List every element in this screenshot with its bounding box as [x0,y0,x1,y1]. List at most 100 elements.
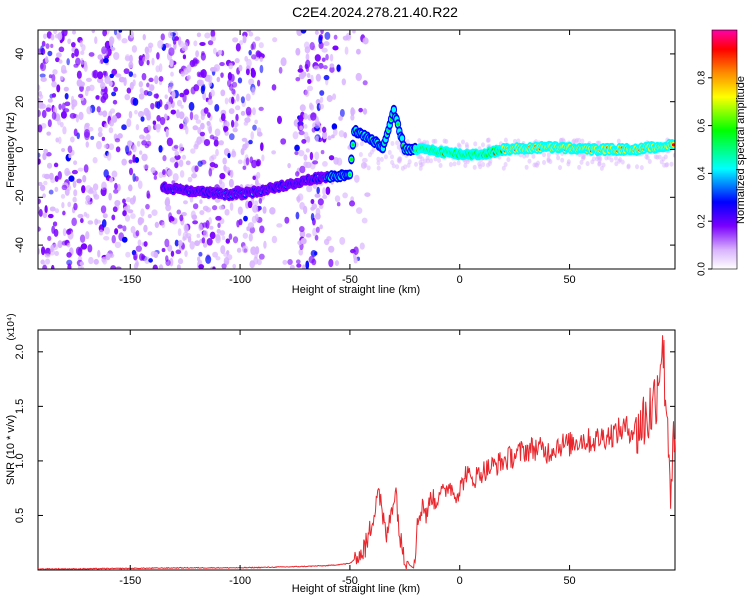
heatmap-cell [199,134,205,143]
heatmap-cell [311,127,316,133]
snr-x-tick-label: -100 [229,575,251,587]
heatmap-cell [566,161,571,167]
heatmap-cell [218,140,224,146]
heatmap-cell [156,101,161,110]
heatmap-cell [224,120,230,128]
heatmap-cell [82,175,87,183]
heatmap-cell [438,163,443,169]
heatmap-cell [259,64,264,74]
heatmap-cell [84,122,90,128]
heatmap-cell [241,137,248,142]
heatmap-cell [165,259,171,266]
heatmap-cell [218,205,225,210]
heatmap-cell [88,52,95,57]
heatmap-cell [61,201,65,209]
heatmap-cell [417,138,422,144]
heatmap-cell [299,104,306,112]
heatmap-cell [501,165,506,171]
heatmap-cell [172,38,177,45]
heatmap-cell [305,53,310,61]
heatmap-cell [334,260,340,266]
heatmap-cell [269,207,276,215]
heatmap-cell [472,164,477,170]
heatmap-cell [319,224,323,230]
heatmap-cell [244,55,248,62]
heatmap-cell [318,35,323,45]
heatmap-cell [242,143,248,151]
heatmap-cell [353,174,360,183]
heatmap-cell [42,152,47,161]
heatmap-cell [108,143,115,151]
heatmap-cell [325,53,329,61]
heatmap-cell [179,214,184,222]
heatmap-cell [203,138,211,147]
colorbar: 0.0 0.2 0.4 0.6 0.8 Normalized spectral ampl… [697,29,747,276]
heatmap-cell [154,221,160,229]
heatmap-cell [87,244,93,253]
heatmap-cell [356,48,361,55]
heatmap-cell [71,169,78,175]
heatmap-cell [199,131,206,137]
heatmap-cell [298,248,304,256]
heatmap-cell [38,226,41,232]
heatmap-cell [425,155,430,161]
heatmap-cell [328,155,335,161]
heatmap-cell [336,202,341,207]
heatmap-cell [209,225,214,230]
heatmap-cell [177,228,182,237]
snr-y-tick-label: 2.0 [14,344,26,359]
heatmap-cell [318,62,324,69]
heatmap-cell [307,78,312,85]
heatmap-cell [220,72,224,78]
heatmap-cell [310,199,315,205]
heatmap-cell [312,160,319,165]
heatmap-cell [46,162,53,169]
heatmap-cell [51,225,56,234]
heatmap-cell [376,165,381,171]
heatmap-cell [247,222,255,229]
heatmap-cell [85,195,91,202]
heatmap-cell [136,140,141,147]
heatmap-cell [639,165,644,171]
heatmap-cell [261,154,265,162]
heatmap-cell [40,246,46,256]
colorbar-tick-label: 0.4 [697,166,708,180]
heatmap-cell [103,144,109,149]
heatmap-cell [320,149,325,155]
heatmap-cell [150,102,155,110]
heatmap-cell [38,100,44,109]
heatmap-cell [397,158,402,164]
heatmap-cell [198,264,205,269]
heatmap-cell [299,230,306,238]
heatmap-cell [303,41,310,50]
heatmap-cell [282,259,288,265]
heatmap-cell [329,63,335,68]
heatmap-cell [56,84,61,93]
heatmap-cell [263,240,267,249]
heatmap-cell [350,107,355,117]
heatmap-cell [460,139,465,145]
heatmap-cell [429,158,434,164]
heatmap-cell [62,210,66,216]
heatmap-cell [104,75,111,85]
heatmap-cell [346,34,351,40]
heatmap-cell [138,217,145,225]
heatmap-cell [609,157,614,163]
heatmap-cell [204,32,211,39]
heatmap-cell [146,90,153,97]
heatmap-cell [237,77,243,84]
heatmap-cell [178,111,185,120]
heatmap-cell [141,254,146,260]
heatmap-cell [53,162,59,168]
heatmap-cell [217,222,221,229]
heatmap-cell [258,253,265,260]
heatmap-cell [60,110,67,119]
heatmap-cell [47,98,53,103]
heatmap-cell [295,211,300,220]
heatmap-cell [53,30,58,35]
heatmap-cell [164,103,169,111]
heatmap-cell [64,167,70,177]
heatmap-cell [227,79,232,88]
heatmap-cell [280,138,287,145]
colorbar-ticks: 0.0 0.2 0.4 0.6 0.8 [697,70,712,276]
